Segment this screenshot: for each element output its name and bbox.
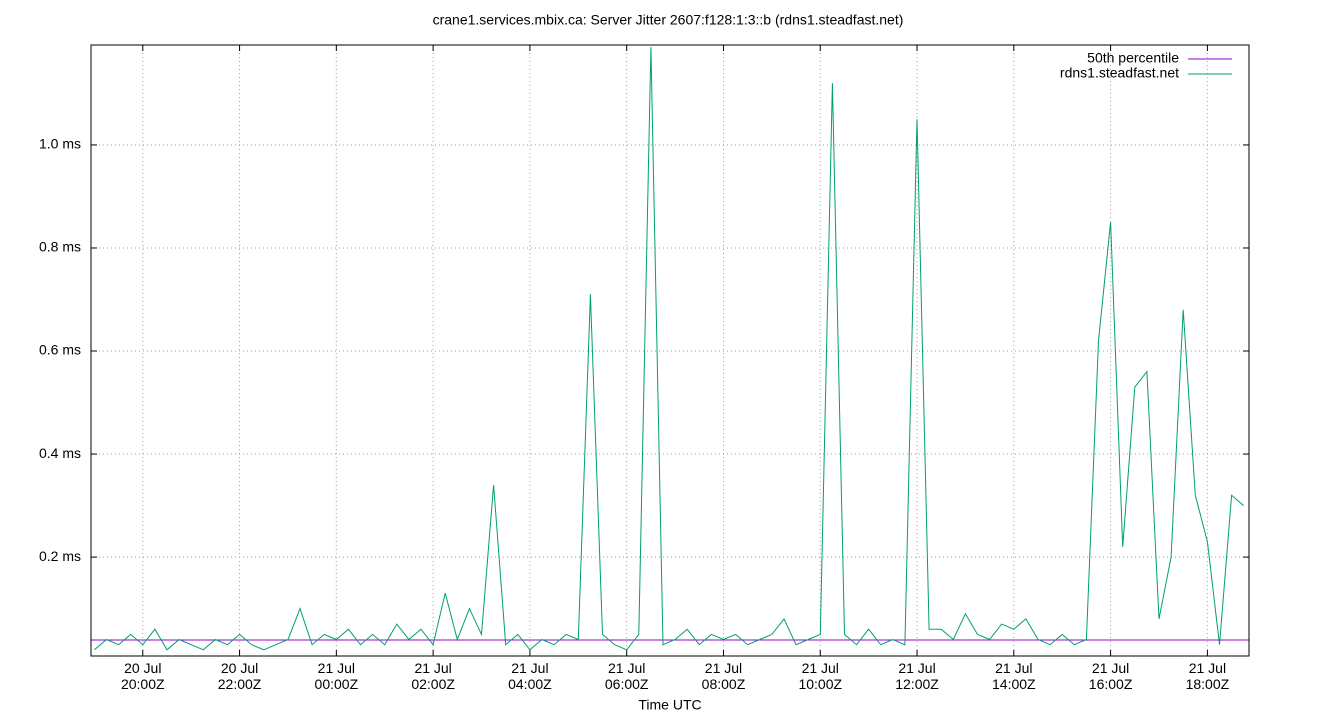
x-tick-label: 21 Jul 12:00Z (895, 660, 939, 692)
y-tick-label: 0.6 ms (39, 342, 81, 358)
y-tick-label: 1.0 ms (39, 136, 81, 152)
x-tick-label: 21 Jul 10:00Z (798, 660, 842, 692)
x-tick-label: 21 Jul 06:00Z (605, 660, 649, 692)
y-tick-label: 0.8 ms (39, 239, 81, 255)
y-tick-label: 0.2 ms (39, 548, 81, 564)
legend-label: rdns1.steadfast.net (1060, 65, 1179, 81)
x-axis-label: Time UTC (638, 697, 701, 713)
x-tick-label: 21 Jul 14:00Z (992, 660, 1036, 692)
x-tick-label: 21 Jul 16:00Z (1089, 660, 1133, 692)
chart-title: crane1.services.mbix.ca: Server Jitter 2… (433, 12, 904, 28)
legend-label: 50th percentile (1087, 50, 1179, 66)
x-tick-label: 21 Jul 18:00Z (1186, 660, 1230, 692)
series-line (94, 47, 1245, 651)
x-tick-label: 20 Jul 20:00Z (121, 660, 165, 692)
x-tick-label: 21 Jul 04:00Z (508, 660, 552, 692)
plot-frame (90, 44, 1250, 657)
x-tick-label: 20 Jul 22:00Z (218, 660, 262, 692)
x-tick-label: 21 Jul 00:00Z (315, 660, 359, 692)
y-tick-label: 0.4 ms (39, 445, 81, 461)
x-tick-label: 21 Jul 02:00Z (411, 660, 455, 692)
x-tick-label: 21 Jul 08:00Z (702, 660, 746, 692)
